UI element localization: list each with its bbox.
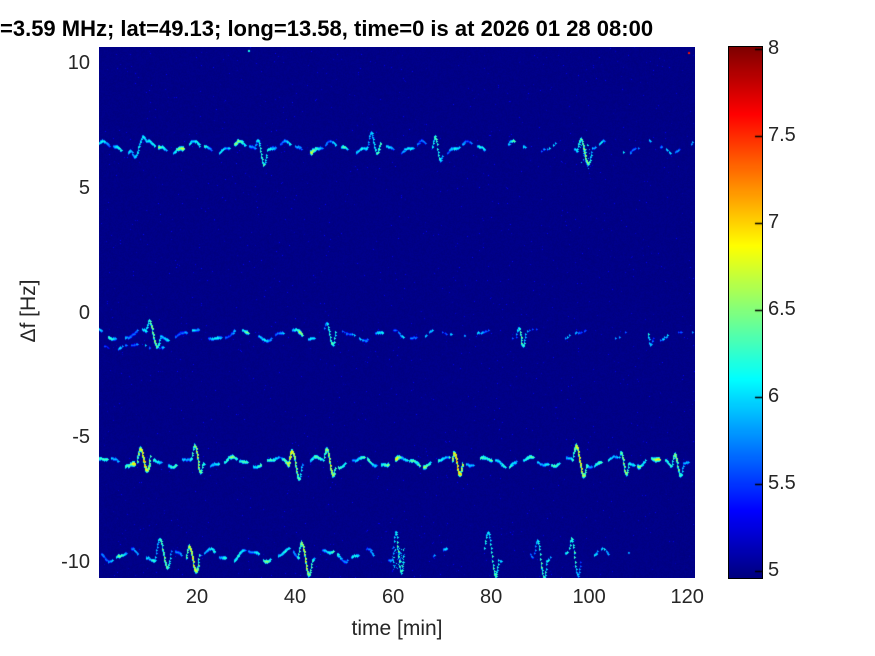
colorbar-tick-label: 6.5	[768, 298, 796, 320]
x-tick-label: 80	[479, 586, 503, 608]
x-tick-label: 60	[381, 586, 405, 608]
y-tick-label: 5	[78, 176, 90, 199]
colorbar-tick-label: 5.5	[768, 472, 796, 494]
y-tick-label: -5	[72, 426, 90, 449]
y-tick-label: 10	[67, 51, 90, 74]
x-tick-label: 20	[185, 586, 209, 608]
x-tick-label: 120	[670, 586, 704, 608]
colorbar-tick-label: 8	[768, 37, 780, 59]
colorbar-tick-label: 6	[768, 385, 780, 407]
colorbar-tick-label: 7.5	[768, 124, 796, 146]
plot-title: =3.59 MHz; lat=49.13; long=13.58, time=0…	[0, 16, 654, 41]
spectrogram-plot	[99, 47, 695, 578]
x-axis-label: time [min]	[351, 617, 443, 640]
colorbar-tick-label: 5	[768, 559, 780, 581]
y-tick-label: -10	[61, 551, 90, 574]
colorbar-tick-label: 7	[768, 211, 780, 233]
x-tick-label: 40	[283, 586, 307, 608]
y-tick-label: 0	[78, 301, 90, 324]
x-tick-label: 100	[572, 586, 606, 608]
colorbar	[728, 46, 763, 579]
